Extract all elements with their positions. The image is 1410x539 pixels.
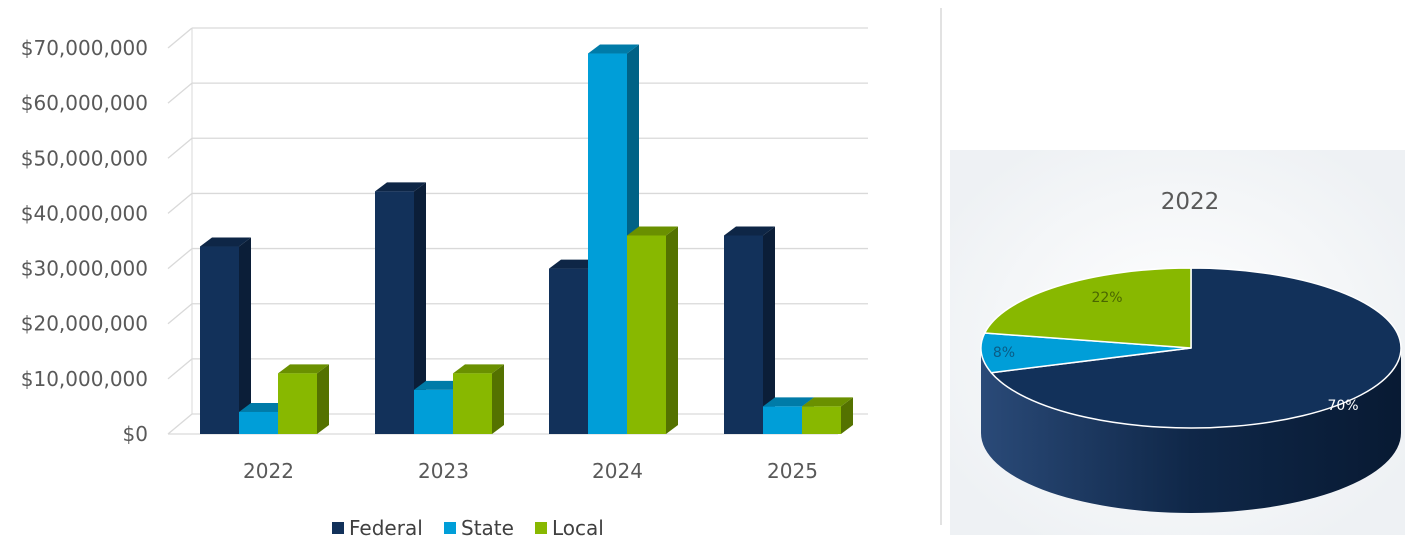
bar-federal-2025 bbox=[724, 226, 775, 434]
gridline-side bbox=[167, 192, 193, 214]
bar-front bbox=[239, 411, 278, 434]
bar-front bbox=[375, 191, 414, 434]
bar-federal-2023 bbox=[375, 182, 426, 434]
pie-label-local: 22% bbox=[1091, 290, 1122, 306]
y-tick-label: $60,000,000 bbox=[21, 91, 148, 115]
bar-top bbox=[627, 226, 678, 236]
bar-top bbox=[549, 259, 600, 269]
gridline-side bbox=[167, 358, 193, 380]
legend-swatch bbox=[444, 522, 456, 534]
legend-label: Federal bbox=[349, 516, 423, 539]
legend-item-state: State bbox=[444, 516, 514, 539]
pie-chart: 2022 70% 8% 22% bbox=[950, 150, 1405, 535]
bar-side bbox=[763, 226, 775, 434]
bar-series bbox=[200, 44, 853, 435]
y-tick-label: $70,000,000 bbox=[21, 36, 148, 60]
bar-front bbox=[763, 406, 802, 434]
legend-item-federal: Federal bbox=[332, 516, 423, 539]
bar-side bbox=[666, 226, 678, 434]
legend-item-local: Local bbox=[535, 516, 604, 539]
y-axis-ticks: $0 $10,000,000 $20,000,000 $30,000,000 $40,0… bbox=[21, 36, 148, 446]
bar-top bbox=[588, 44, 639, 54]
bar-front bbox=[627, 235, 666, 434]
x-tick-label: 2022 bbox=[243, 459, 294, 483]
pie-label-state: 8% bbox=[993, 345, 1015, 361]
y-tick-label: $50,000,000 bbox=[21, 146, 148, 170]
bar-top bbox=[375, 182, 426, 192]
bar-local-2025 bbox=[802, 397, 853, 434]
bar-chart: $0 $10,000,000 $20,000,000 $30,000,000 $40,0… bbox=[21, 27, 868, 539]
bar-top bbox=[414, 380, 465, 390]
pie-slice-state bbox=[980, 332, 1192, 374]
legend-label: State bbox=[461, 516, 514, 539]
pie-body bbox=[980, 267, 1402, 513]
pie-title: 2022 bbox=[1161, 189, 1220, 215]
bar-top bbox=[724, 226, 775, 236]
gridline-side bbox=[167, 27, 193, 49]
pie-labels: 70% 8% 22% bbox=[993, 290, 1359, 414]
bar-top bbox=[453, 364, 504, 374]
gridline-side bbox=[167, 303, 193, 325]
y-tick-label: $0 bbox=[123, 422, 148, 446]
pie-label-federal: 70% bbox=[1327, 398, 1358, 414]
bar-side bbox=[841, 397, 853, 434]
pie-slice-local bbox=[983, 267, 1192, 349]
gridlines bbox=[167, 27, 868, 435]
x-axis-ticks: 2022 2023 2024 2025 bbox=[243, 459, 818, 483]
bar-local-2024 bbox=[627, 226, 678, 434]
bar-side bbox=[492, 364, 504, 434]
legend-label: Local bbox=[552, 516, 604, 539]
bar-side bbox=[239, 237, 251, 434]
gridline-side bbox=[167, 82, 193, 104]
chart-legend: Federal State Local bbox=[332, 516, 604, 539]
bar-front bbox=[453, 373, 492, 434]
y-tick-label: $20,000,000 bbox=[21, 312, 148, 336]
bar-federal-2022 bbox=[200, 237, 251, 434]
bar-front bbox=[588, 53, 627, 435]
pie-slice-federal bbox=[990, 267, 1402, 429]
x-tick-label: 2023 bbox=[418, 459, 469, 483]
bar-local-2022 bbox=[278, 364, 329, 434]
bar-front bbox=[200, 246, 239, 434]
bar-front bbox=[724, 235, 763, 434]
y-tick-label: $40,000,000 bbox=[21, 201, 148, 225]
bar-side bbox=[317, 364, 329, 434]
bar-front bbox=[278, 373, 317, 434]
bar-top bbox=[239, 402, 290, 412]
bar-top bbox=[802, 397, 853, 407]
y-tick-label: $10,000,000 bbox=[21, 367, 148, 391]
bar-front bbox=[549, 268, 588, 434]
bar-top bbox=[278, 364, 329, 374]
bar-local-2023 bbox=[453, 364, 504, 434]
legend-swatch bbox=[535, 522, 547, 534]
pie-side-wall bbox=[981, 348, 1401, 513]
bar-front bbox=[414, 389, 453, 434]
x-tick-label: 2025 bbox=[767, 459, 818, 483]
bar-top bbox=[763, 397, 814, 407]
bar-top bbox=[200, 237, 251, 247]
bar-side bbox=[414, 182, 426, 434]
x-tick-label: 2024 bbox=[592, 459, 643, 483]
gridline-side bbox=[167, 137, 193, 159]
gridline-side bbox=[167, 413, 193, 435]
gridline-side bbox=[167, 248, 193, 270]
y-tick-label: $30,000,000 bbox=[21, 257, 148, 281]
bar-front bbox=[802, 406, 841, 434]
bar-state-2024 bbox=[588, 44, 639, 435]
legend-swatch bbox=[332, 522, 344, 534]
